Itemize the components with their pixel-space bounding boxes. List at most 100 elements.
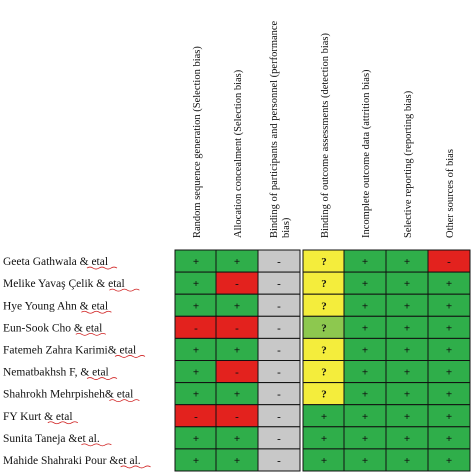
bias-cell [427, 448, 471, 472]
bias-cell-symbol: - [277, 256, 281, 268]
bias-cell-symbol: + [446, 367, 452, 379]
study-label: Melike Yavaş Çelik & etal [3, 278, 125, 290]
spellcheck-underline [114, 355, 146, 358]
study-label: Mahide Shahraki Pour &et al. [3, 455, 141, 467]
column-header: Binding of outcome assessments (detectio… [320, 32, 331, 238]
bias-cell-symbol: + [321, 411, 327, 423]
bias-cell-symbol: + [446, 455, 452, 467]
spellcheck-underline [75, 332, 107, 336]
bias-cell-symbol: + [404, 322, 410, 334]
bias-cell-symbol: + [404, 433, 410, 445]
spellcheck-underline [109, 399, 140, 403]
bias-cell-symbol: + [321, 455, 327, 467]
bias-cell-symbol: + [404, 455, 410, 467]
bias-cell-symbol: + [404, 367, 410, 379]
column-header: Other sources of bias [445, 149, 456, 238]
bias-cell-symbol: + [446, 389, 452, 401]
bias-cell-symbol: + [193, 278, 199, 290]
bias-cell-symbol: + [362, 367, 368, 379]
bias-cell-symbol: - [277, 300, 281, 312]
spellcheck-underline [86, 377, 118, 380]
bias-cell-symbol: + [404, 300, 410, 312]
bias-cell-symbol: + [193, 367, 199, 379]
bias-cell-symbol: ? [321, 256, 327, 268]
bias-cell [257, 448, 301, 472]
bias-cell-symbol: + [404, 411, 410, 423]
bias-cell-symbol: + [404, 344, 410, 356]
study-label: Sunita Taneja &et al. [3, 433, 100, 445]
bias-cell-symbol: + [193, 300, 199, 312]
bias-cell-symbol: - [447, 256, 451, 268]
column-header: Random sequence generation (Selection bi… [192, 46, 203, 238]
study-label: Eun-Sook Cho & etal [3, 322, 102, 334]
spellcheck-underline [81, 443, 112, 447]
bias-cell-symbol: + [193, 256, 199, 268]
bias-cell-symbol: + [362, 455, 368, 467]
spellcheck-underline [47, 421, 79, 425]
spellcheck-underline [81, 310, 112, 314]
bias-cell-symbol: + [404, 278, 410, 290]
spellcheck-underline [109, 288, 140, 292]
bias-cell-symbol: - [235, 322, 239, 334]
bias-cell-symbol: + [362, 433, 368, 445]
bias-cell-symbol: + [234, 389, 240, 401]
spellcheck-underline [86, 266, 118, 270]
bias-cell-symbol: + [193, 455, 199, 467]
spellcheck-underline [120, 465, 151, 469]
study-label: Shahrokh Mehrpisheh& etal [3, 389, 133, 401]
bias-cell-symbol: + [193, 344, 199, 356]
bias-cell-symbol: ? [321, 278, 327, 290]
bias-cell-symbol: - [277, 278, 281, 290]
bias-cell-symbol: + [234, 455, 240, 467]
bias-cell-symbol: ? [321, 300, 327, 312]
column-header: Binding of participants and personnel (p… [269, 20, 292, 238]
bias-cell-symbol: ? [321, 367, 327, 379]
study-label: Fatemeh Zahra Karimi& etal [3, 344, 136, 356]
bias-cell-symbol: + [446, 322, 452, 334]
study-label: Hye Young Ahn & etal [3, 300, 108, 312]
bias-cell-symbol: + [362, 300, 368, 312]
column-headers: Random sequence generation (Selection bi… [192, 20, 456, 238]
bias-cell-symbol: - [277, 455, 281, 467]
column-header: Selective reporting (reporting bias) [403, 90, 414, 238]
study-labels: Geeta Gathwala & etal Melike Yavaş Çelik … [3, 256, 151, 469]
bias-cell-symbol: + [446, 300, 452, 312]
bias-cell-symbol: ? [321, 344, 327, 356]
bias-cell-symbol: + [362, 411, 368, 423]
bias-cell-symbol: - [277, 411, 281, 423]
bias-cell-symbol: + [446, 411, 452, 423]
bias-cell-symbol: + [362, 344, 368, 356]
study-label: Geeta Gathwala & etal [3, 256, 108, 268]
bias-cell-symbol: + [362, 278, 368, 290]
bias-grid: + + -? + + - + - -? + + + + + -? + + + - - -? + + + + + -? + + + + - -? +… [174, 249, 471, 472]
bias-cell-symbol: + [193, 433, 199, 445]
bias-cell-symbol: + [404, 389, 410, 401]
study-label: Nematbakhsh F, & etal [3, 367, 109, 379]
bias-cell-symbol: - [277, 389, 281, 401]
bias-cell-symbol: ? [321, 389, 327, 401]
bias-cell-symbol: - [194, 322, 198, 334]
bias-cell-symbol: + [321, 433, 327, 445]
bias-cell-symbol: + [404, 256, 410, 268]
bias-cell-symbol: - [277, 322, 281, 334]
bias-cell-symbol: + [234, 344, 240, 356]
bias-cell-symbol: - [194, 411, 198, 423]
bias-cell-symbol: + [446, 344, 452, 356]
bias-cell-symbol: + [362, 389, 368, 401]
bias-cell-symbol: - [277, 367, 281, 379]
bias-cell-symbol: - [235, 367, 239, 379]
column-header: Allocation concealment (Selection bias) [233, 69, 244, 238]
bias-cell-symbol: + [234, 300, 240, 312]
bias-cell-symbol: + [362, 322, 368, 334]
bias-cell-symbol: + [193, 389, 199, 401]
bias-cell-symbol: - [277, 344, 281, 356]
bias-cell-symbol: - [235, 411, 239, 423]
study-label: FY Kurt & etal [3, 411, 73, 423]
bias-cell-symbol: + [234, 433, 240, 445]
bias-cell-symbol: + [362, 256, 368, 268]
bias-cell-symbol: ? [321, 322, 327, 334]
bias-cell-symbol: - [235, 278, 239, 290]
bias-cell-symbol: + [446, 278, 452, 290]
bias-cell-symbol: + [446, 433, 452, 445]
